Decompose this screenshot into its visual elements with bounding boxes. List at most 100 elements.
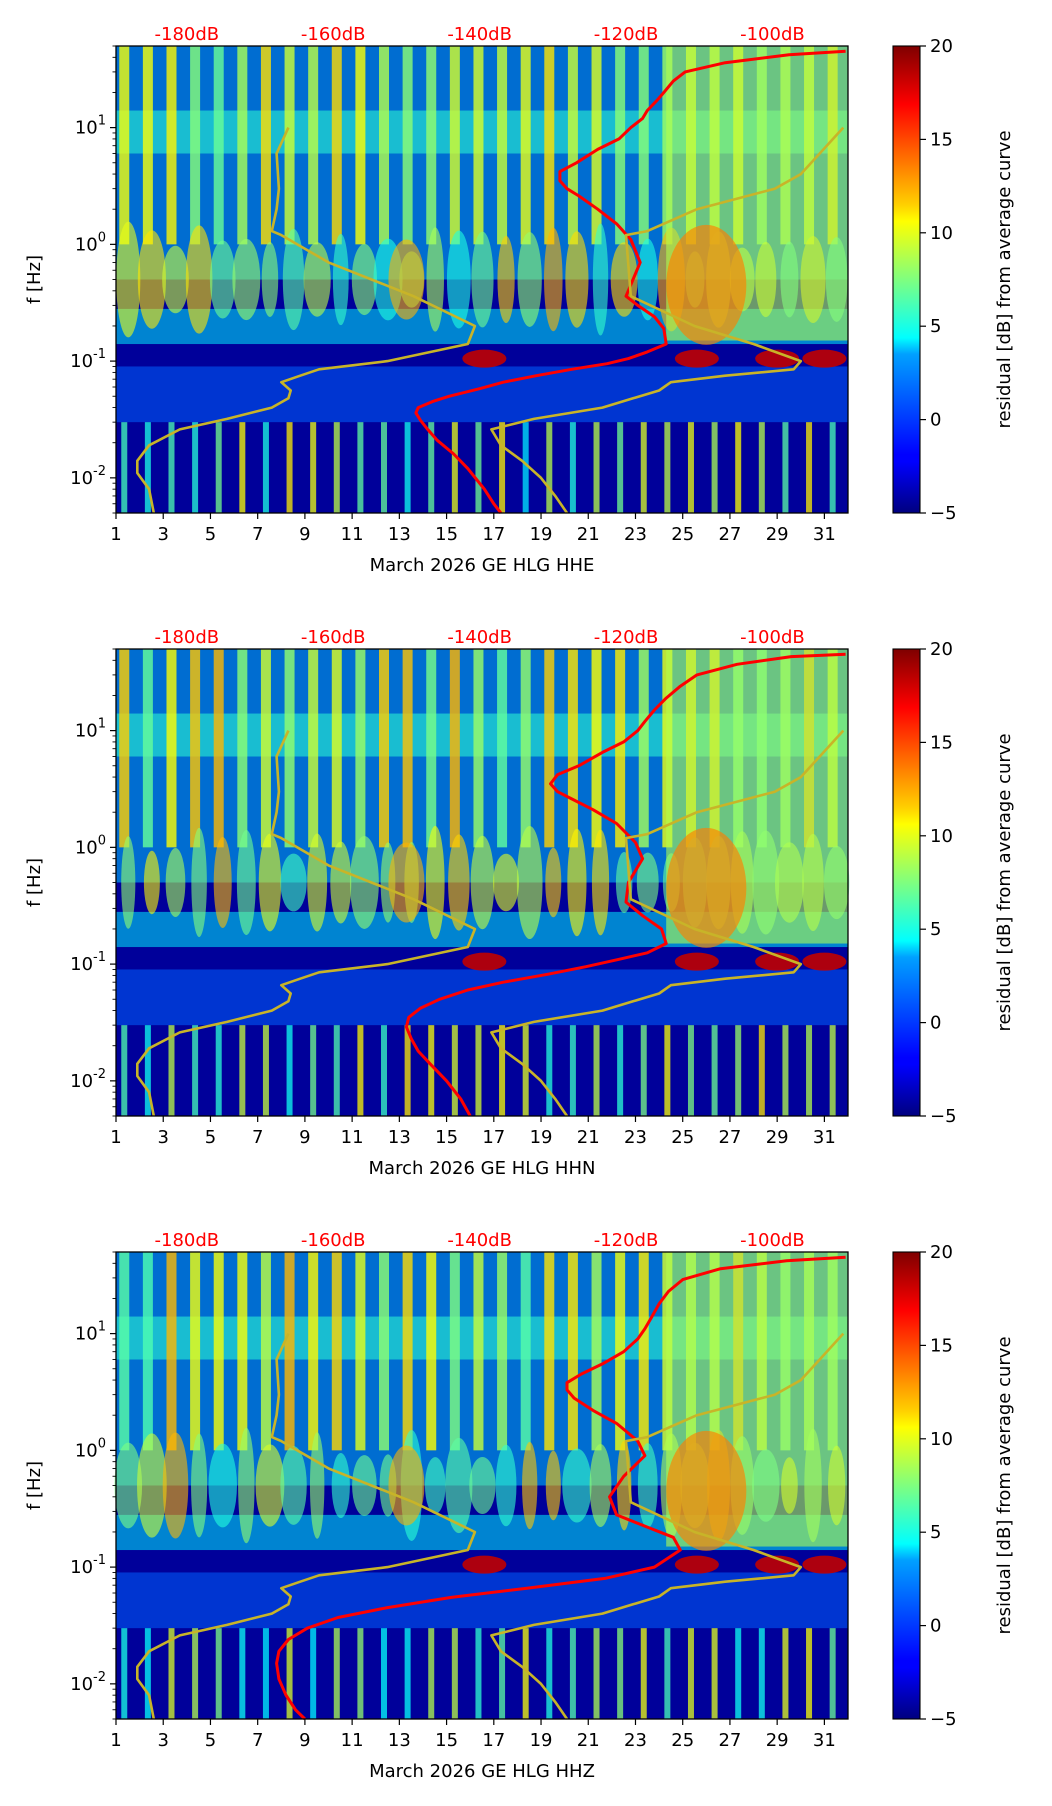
colorbar-tick-label: 10: [930, 1429, 953, 1450]
spectrogram-panel: 1 3 5 7 9 11 13 15 17 19 21 23 25 27 29 3110-210-110010…: [24, 627, 1015, 1179]
x-tick-label: 9: [299, 1127, 310, 1148]
y-tick-label: 10-1: [70, 1553, 106, 1578]
top-db-label: -180dB: [155, 627, 220, 648]
colorbar-label: residual [dB] from average curve: [994, 130, 1015, 428]
x-tick-label: 27: [718, 1730, 741, 1751]
x-tick-label: 23: [624, 524, 647, 545]
x-tick-label: 21: [577, 1127, 600, 1148]
x-tick-label: 1: [110, 524, 121, 545]
top-db-label: -120dB: [594, 627, 659, 648]
x-tick-label: 17: [482, 1730, 505, 1751]
colorbar-tick-label: 0: [930, 1013, 941, 1034]
heatmap-image: [116, 46, 848, 513]
y-tick-label: 101: [75, 1320, 106, 1345]
y-tick-label: 10-2: [70, 1670, 106, 1695]
top-db-label: -120dB: [594, 1230, 659, 1251]
x-tick-label: 3: [157, 524, 168, 545]
x-tick-label: 19: [530, 524, 553, 545]
colorbar-tick-label: 0: [930, 1616, 941, 1637]
y-tick-label: 101: [75, 114, 106, 139]
x-tick-label: 13: [388, 1127, 411, 1148]
colorbar-label: residual [dB] from average curve: [994, 733, 1015, 1031]
y-axis-label: f [Hz]: [24, 255, 45, 304]
colorbar-tick-label: 20: [930, 1242, 953, 1263]
colorbar-tick-label: −5: [930, 1709, 957, 1730]
x-tick-label: 21: [577, 1730, 600, 1751]
top-db-label: -100dB: [740, 24, 805, 45]
colorbar-tick-label: 5: [930, 919, 941, 940]
top-db-label: -100dB: [740, 1230, 805, 1251]
x-tick-label: 11: [341, 524, 364, 545]
x-tick-label: 15: [435, 1127, 458, 1148]
station-noise-curve: [136, 730, 477, 1117]
colorbar-tick-label: 5: [930, 1522, 941, 1543]
top-db-label: -140dB: [447, 627, 512, 648]
top-db-label: -140dB: [447, 1230, 512, 1251]
colorbar-tick-label: 15: [930, 129, 953, 150]
colorbar-tick-label: 20: [930, 639, 953, 660]
top-db-label: -160dB: [301, 1230, 366, 1251]
colorbar-tick-label: −5: [930, 503, 957, 524]
station-noise-curve: [490, 126, 845, 514]
x-tick-label: 29: [766, 524, 789, 545]
x-tick-label: 13: [388, 1730, 411, 1751]
y-tick-label: 100: [75, 833, 106, 858]
colorbar: −5 0 5 10 15 20 residual [dB] from average cur…: [892, 639, 1015, 1127]
y-axis-label: f [Hz]: [24, 858, 45, 907]
x-tick-label: 13: [388, 524, 411, 545]
x-axis-label: March 2026 GE HLG HHE: [370, 555, 595, 576]
reference-noise-curve: [275, 1255, 846, 1721]
x-tick-label: 5: [205, 524, 216, 545]
y-axis-label: f [Hz]: [24, 1461, 45, 1510]
heatmap-image: [114, 1252, 848, 1719]
y-tick-label: 10-1: [70, 347, 106, 372]
x-tick-label: 11: [341, 1127, 364, 1148]
x-tick-label: 21: [577, 524, 600, 545]
x-axis-label: March 2026 GE HLG HHN: [369, 1158, 596, 1179]
heatmap-image: [116, 649, 850, 1116]
x-tick-label: 15: [435, 1730, 458, 1751]
x-tick-label: 25: [671, 524, 694, 545]
x-tick-label: 9: [299, 1730, 310, 1751]
colorbar-tick-label: −5: [930, 1106, 957, 1127]
station-noise-curve: [136, 1333, 477, 1720]
spectrogram-panel: 1 3 5 7 9 11 13 15 17 19 21 23 25 27 29 3110-210-110010…: [24, 1230, 1015, 1782]
colorbar-tick-label: 10: [930, 826, 953, 847]
x-tick-label: 11: [341, 1730, 364, 1751]
reference-noise-curve: [414, 49, 846, 514]
top-db-label: -180dB: [155, 1230, 220, 1251]
colorbar-tick-label: 15: [930, 732, 953, 753]
x-tick-label: 9: [299, 524, 310, 545]
colorbar-tick-label: 5: [930, 316, 941, 337]
top-db-label: -140dB: [447, 24, 512, 45]
x-tick-label: 7: [252, 1730, 263, 1751]
x-tick-label: 3: [157, 1730, 168, 1751]
x-tick-label: 19: [530, 1127, 553, 1148]
top-db-label: -160dB: [301, 24, 366, 45]
x-tick-label: 27: [718, 1127, 741, 1148]
x-tick-label: 23: [624, 1730, 647, 1751]
x-tick-label: 17: [482, 1127, 505, 1148]
x-tick-label: 15: [435, 524, 458, 545]
x-tick-label: 25: [671, 1730, 694, 1751]
colorbar: −5 0 5 10 15 20 residual [dB] from average cur…: [892, 36, 1015, 524]
y-tick-label: 10-2: [70, 464, 106, 489]
x-tick-label: 7: [252, 1127, 263, 1148]
station-noise-curve: [136, 127, 477, 514]
colorbar-tick-label: 0: [930, 410, 941, 431]
x-tick-label: 27: [718, 524, 741, 545]
x-tick-label: 5: [205, 1730, 216, 1751]
x-tick-label: 17: [482, 524, 505, 545]
x-tick-label: 19: [530, 1730, 553, 1751]
x-tick-label: 31: [813, 524, 836, 545]
x-tick-label: 31: [813, 1127, 836, 1148]
top-db-label: -100dB: [740, 627, 805, 648]
station-noise-curve: [490, 729, 845, 1117]
y-tick-label: 101: [75, 717, 106, 742]
x-tick-label: 1: [110, 1127, 121, 1148]
x-tick-label: 31: [813, 1730, 836, 1751]
top-db-label: -160dB: [301, 627, 366, 648]
y-tick-label: 10-1: [70, 950, 106, 975]
x-tick-label: 29: [766, 1127, 789, 1148]
